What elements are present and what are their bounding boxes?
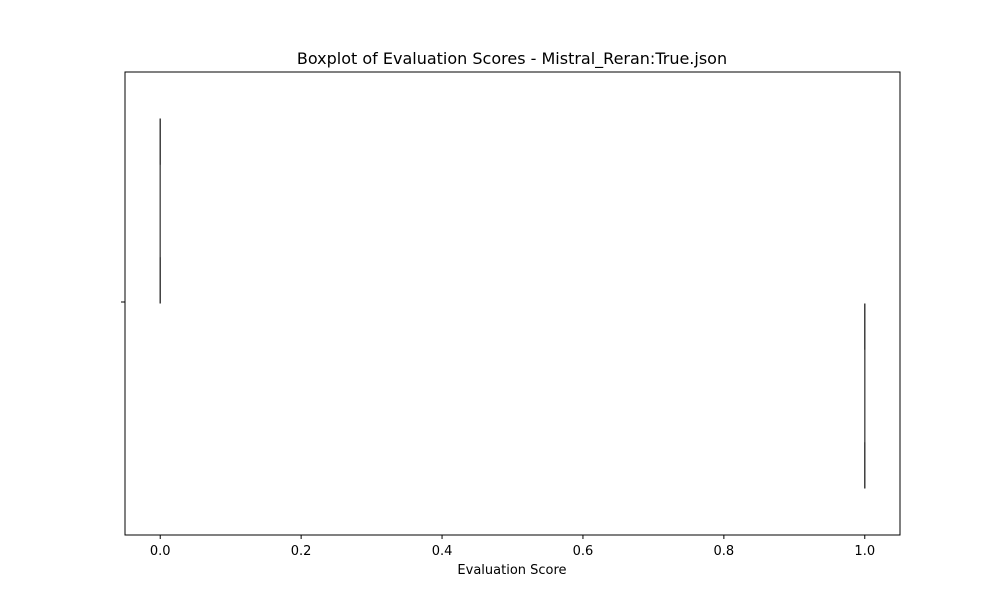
x-axis: 0.0 0.2 0.4 0.6 0.8 1.0 (150, 535, 875, 559)
chart-title: Boxplot of Evaluation Scores - Mistral_R… (297, 49, 727, 69)
plot-frame (124, 71, 901, 536)
x-tick-label: 0.8 (714, 544, 735, 559)
box-marks (159, 118, 866, 489)
x-tick-label: 1.0 (854, 544, 875, 559)
x-tick-label: 0.4 (432, 544, 453, 559)
x-tick-label: 0.2 (291, 544, 312, 559)
x-tick-label: 0.6 (573, 544, 594, 559)
x-tick-label: 0.0 (150, 544, 171, 559)
x-axis-label: Evaluation Score (457, 563, 566, 578)
